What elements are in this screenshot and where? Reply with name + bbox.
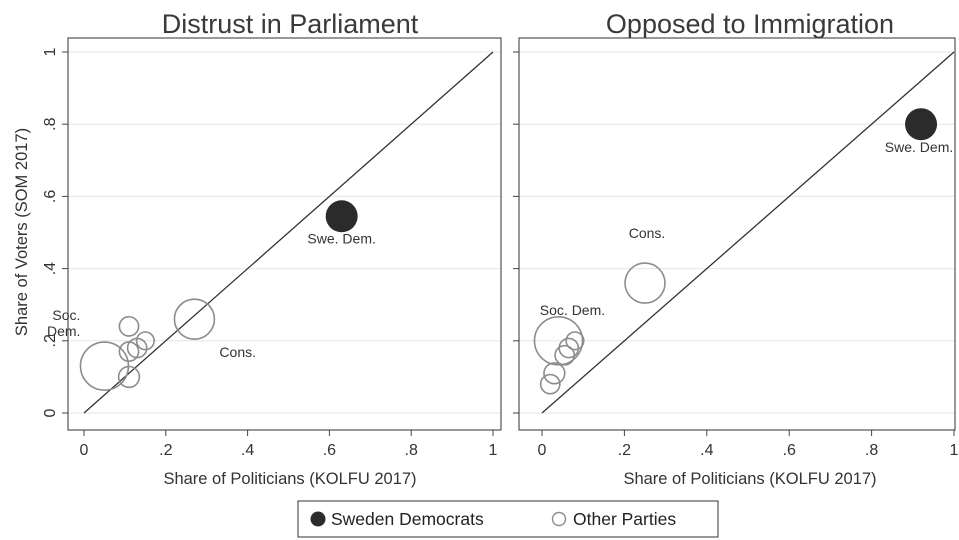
legend-marker-filled (310, 511, 326, 527)
legend-label-sweden-democrats: Sweden Democrats (331, 509, 484, 529)
y-axis-label: Share of Voters (SOM 2017) (13, 128, 31, 336)
point-label-left-1-0-1: Dem. (47, 323, 80, 339)
x-tick-label-left-0: 0 (80, 442, 89, 459)
x-tick-label-left-2: .4 (241, 442, 254, 459)
x-tick-label-right-2: .4 (700, 442, 713, 459)
x-tick-label-right-3: .6 (783, 442, 796, 459)
legend-box (297, 500, 719, 538)
y-tick-label-left-4: .8 (42, 117, 59, 130)
point-right-sweden-democrats (905, 108, 938, 141)
panel-title-left: Distrust in Parliament (162, 9, 419, 39)
point-right-other-1 (624, 262, 666, 304)
x-tick-label-left-5: 1 (489, 442, 498, 459)
point-right-other-0 (533, 315, 584, 366)
x-axis-label-left: Share of Politicians (KOLFU 2017) (163, 470, 416, 488)
x-tick-label-right-0: 0 (538, 442, 547, 459)
legend-label-other-parties: Other Parties (573, 509, 676, 529)
y-tick-label-left-5: 1 (42, 47, 59, 56)
x-tick-label-right-4: .8 (865, 442, 878, 459)
x-tick-label-left-1: .2 (159, 442, 172, 459)
point-label-right-1-0-0: Soc. Dem. (540, 302, 605, 318)
point-left-other-6 (117, 365, 141, 389)
point-left-sweden-democrats (325, 200, 358, 233)
point-label-left-0-0-0: Swe. Dem. (307, 230, 375, 246)
point-left-other-5 (135, 331, 155, 351)
x-tick-label-right-1: .2 (618, 442, 631, 459)
y-tick-label-left-0: 0 (42, 408, 59, 417)
point-left-other-1 (173, 298, 216, 340)
point-label-left-1-0-0: Soc. (52, 307, 80, 323)
x-axis-label-right: Share of Politicians (KOLFU 2017) (623, 470, 876, 488)
y-tick-label-left-1: .2 (42, 334, 59, 347)
point-label-left-1-1-0: Cons. (219, 344, 256, 360)
plot-frame-right (518, 37, 956, 431)
plot-frame-left (67, 37, 502, 431)
point-right-other-6 (539, 373, 561, 395)
point-left-other-2 (118, 315, 140, 337)
point-right-other-4 (565, 331, 585, 351)
legend-marker-hollow (551, 511, 567, 527)
reference-line-left (83, 51, 494, 414)
point-right-other-3 (558, 337, 580, 359)
x-tick-label-right-5: 1 (950, 442, 959, 459)
y-tick-label-left-3: .6 (42, 190, 59, 203)
x-tick-label-left-3: .6 (323, 442, 336, 459)
point-label-right-0-0-0: Swe. Dem. (885, 139, 953, 155)
reference-line-right (541, 51, 955, 414)
x-tick-label-left-4: .8 (405, 442, 418, 459)
legend: Sweden Democrats Other Parties (297, 500, 719, 538)
point-label-right-1-1-0: Cons. (629, 225, 666, 241)
panel-title-right: Opposed to Immigration (606, 9, 894, 39)
y-tick-label-left-2: .4 (42, 262, 59, 275)
point-right-other-5 (543, 362, 566, 385)
